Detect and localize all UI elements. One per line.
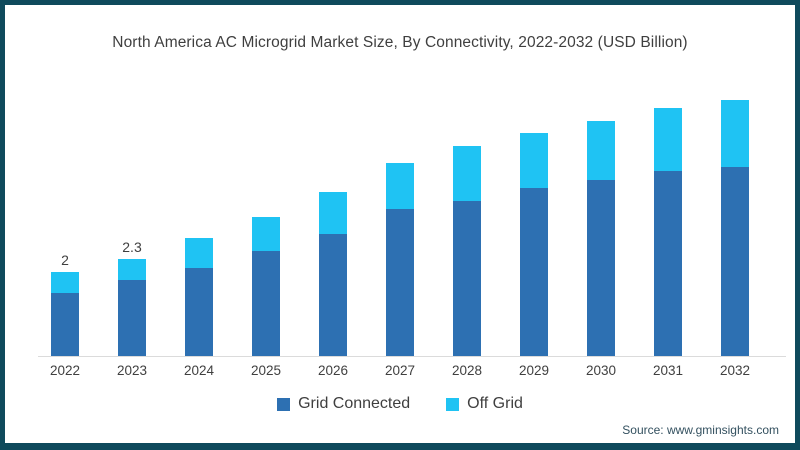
bar-segment-off-grid-2031: [654, 108, 682, 172]
legend-swatch-icon: [446, 397, 460, 411]
x-axis-label-2022: 2022: [49, 363, 81, 378]
bar-segment-off-grid-2025: [252, 217, 280, 251]
legend-label: Grid Connected: [298, 395, 411, 412]
legend-item-off-grid: Off Grid: [446, 395, 523, 413]
x-axis-label-2026: 2026: [317, 363, 349, 378]
legend-label: Off Grid: [467, 395, 523, 412]
bar-segment-off-grid-2023: [118, 259, 146, 281]
bar-segment-grid-connected-2032: [721, 167, 749, 356]
bar-value-label-2023: 2.3: [122, 239, 142, 256]
bar-segment-grid-connected-2031: [654, 171, 682, 356]
x-axis-label-2027: 2027: [384, 363, 416, 378]
bar-segment-grid-connected-2023: [118, 280, 146, 356]
legend: Grid Connected Off Grid: [5, 395, 795, 413]
bar-value-label-2022: 2: [61, 252, 69, 268]
x-axis-label-2030: 2030: [585, 363, 617, 378]
legend-item-grid-connected: Grid Connected: [277, 395, 410, 413]
bar-segment-grid-connected-2026: [319, 234, 347, 356]
chart-title: North America AC Microgrid Market Size, …: [112, 34, 688, 51]
x-axis-label-2031: 2031: [652, 363, 684, 378]
bar-segment-grid-connected-2022: [51, 293, 79, 356]
bar-segment-grid-connected-2029: [520, 188, 548, 356]
x-axis-labels: 2022 2023 2024 2025 2026 2027 2028 2029 2030 2031…: [38, 363, 786, 381]
x-axis-label-2032: 2032: [719, 363, 751, 378]
source-attribution: Source: www.gminsights.com: [622, 423, 779, 437]
x-axis-label-2029: 2029: [518, 363, 550, 378]
bar-segment-off-grid-2022: [51, 272, 79, 293]
x-axis-label-2025: 2025: [250, 363, 282, 378]
bar-segment-off-grid-2028: [453, 146, 481, 201]
bar-segment-grid-connected-2030: [587, 179, 615, 356]
bar-segment-grid-connected-2028: [453, 200, 481, 356]
bar-segment-off-grid-2024: [185, 238, 213, 268]
x-axis-label-2023: 2023: [116, 363, 148, 378]
x-axis-label-2028: 2028: [451, 363, 483, 378]
plot-area: 2 2.3: [38, 85, 786, 357]
bar-segment-off-grid-2027: [386, 162, 414, 209]
bar-segment-grid-connected-2027: [386, 209, 414, 356]
legend-swatch-icon: [277, 397, 291, 411]
bar-segment-off-grid-2026: [319, 192, 347, 235]
bar-segment-grid-connected-2025: [252, 251, 280, 356]
x-axis-label-2024: 2024: [183, 363, 215, 378]
bar-segment-grid-connected-2024: [185, 267, 213, 356]
bar-segment-off-grid-2032: [721, 99, 749, 167]
bar-segment-off-grid-2030: [587, 120, 615, 180]
bar-segment-off-grid-2029: [520, 133, 548, 188]
